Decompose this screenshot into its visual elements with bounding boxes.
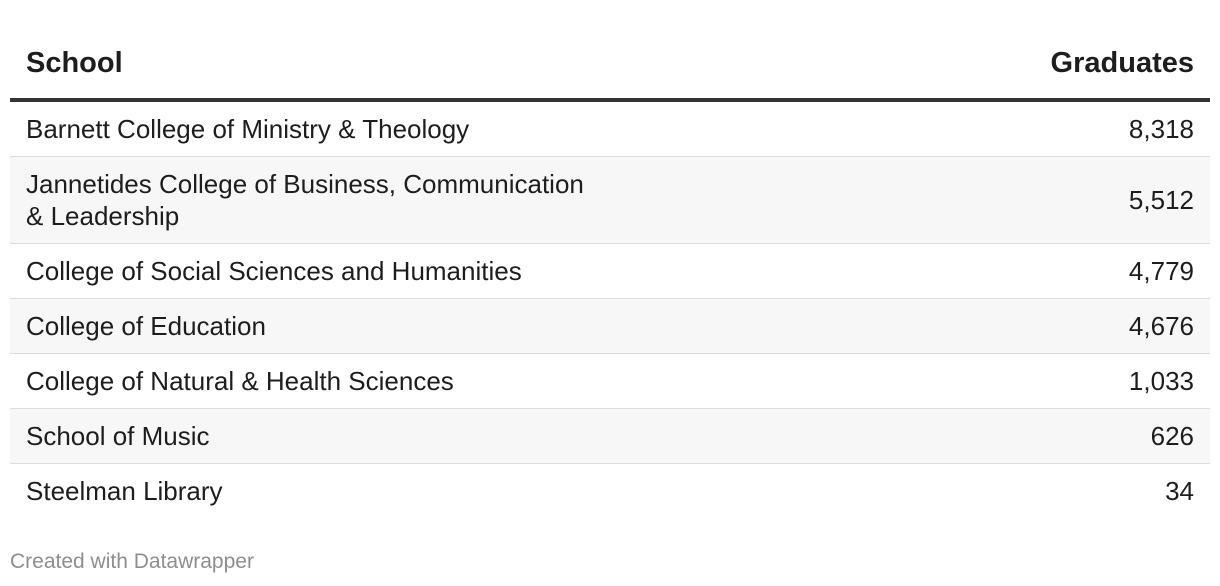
school-cell: School of Music [10, 408, 610, 464]
school-name: College of Education [26, 311, 266, 341]
school-name: Jannetides College of Business, Communic… [26, 169, 584, 231]
table-row: College of Education 4,676 [10, 298, 1210, 354]
graduates-cell: 8,318 [610, 100, 1210, 157]
school-name: Steelman Library [26, 476, 223, 506]
school-cell: College of Natural & Health Sciences [10, 353, 610, 409]
column-header-school[interactable]: School [10, 28, 610, 102]
school-cell: Steelman Library [10, 464, 610, 519]
table-row: College of Natural & Health Sciences 1,0… [10, 353, 1210, 409]
school-cell: Barnett College of Ministry & Theology [10, 100, 610, 157]
table-row: School of Music 626 [10, 408, 1210, 464]
school-name: College of Social Sciences and Humanitie… [26, 256, 522, 286]
school-name: College of Natural & Health Sciences [26, 366, 454, 396]
school-cell: College of Education [10, 298, 610, 354]
school-name: Barnett College of Ministry & Theology [26, 114, 470, 144]
graduates-cell: 34 [1165, 476, 1194, 506]
table-row: Jannetides College of Business, Communic… [10, 156, 1210, 244]
table-row: Steelman Library 34 [10, 464, 1210, 519]
graduates-cell: 5,512 [610, 156, 1210, 244]
graduates-cell: 1,033 [610, 353, 1210, 409]
datawrapper-credit[interactable]: Created with Datawrapper [10, 550, 254, 573]
graduates-cell: 4,676 [610, 298, 1210, 354]
header-row: School Graduates [10, 28, 1210, 102]
graduates-cell: 626 [610, 408, 1210, 464]
table-row: College of Social Sciences and Humanitie… [10, 243, 1210, 299]
school-name: School of Music [26, 421, 210, 451]
graduates-cell: 4,779 [610, 243, 1210, 299]
table-header: School Graduates [10, 28, 1210, 102]
data-table-container: School Graduates Barnett College of Mini… [10, 28, 1210, 518]
column-header-graduates[interactable]: Graduates [610, 28, 1210, 102]
school-cell: Jannetides College of Business, Communic… [10, 156, 610, 244]
table-row: Barnett College of Ministry & Theology 8… [10, 100, 1210, 157]
graduates-table: School Graduates Barnett College of Mini… [10, 28, 1210, 518]
school-cell: College of Social Sciences and Humanitie… [10, 243, 610, 299]
table-body: Barnett College of Ministry & Theology 8… [10, 100, 1210, 518]
